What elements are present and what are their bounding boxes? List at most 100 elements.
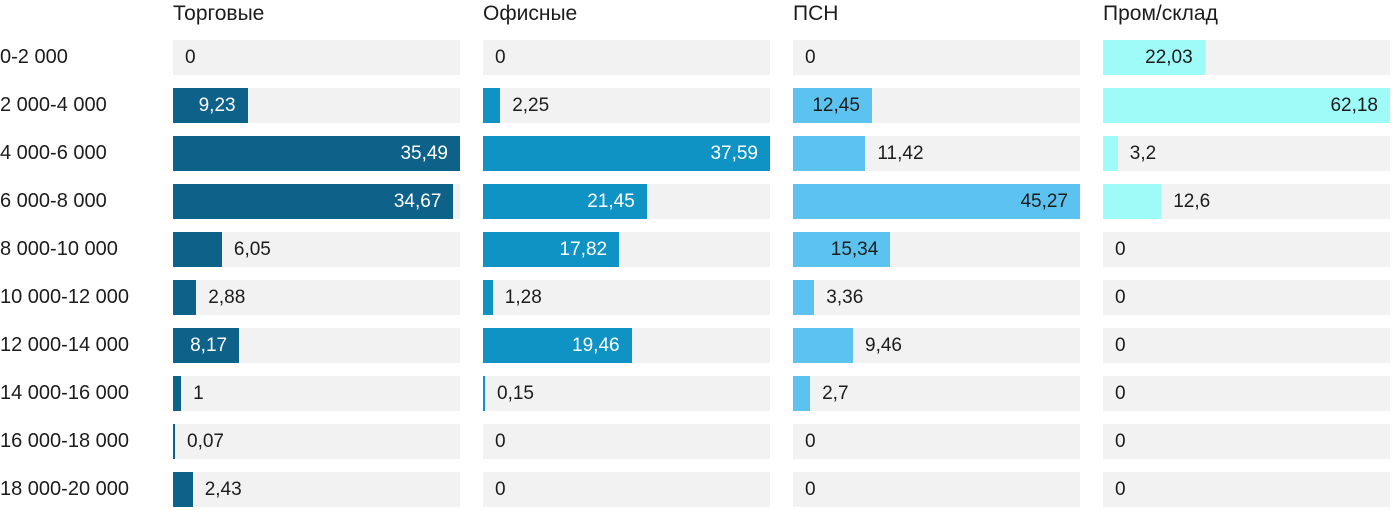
bar-track: 0 bbox=[483, 424, 770, 459]
bar-track: 9,23 bbox=[173, 88, 460, 123]
row-label: 6 000-8 000 bbox=[0, 190, 107, 212]
bar-track: 2,88 bbox=[173, 280, 460, 315]
bar: 15,34 bbox=[793, 232, 891, 267]
row-label: 10 000-12 000 bbox=[0, 286, 130, 308]
bar-track: 0 bbox=[483, 472, 770, 507]
bar: 35,49 bbox=[173, 136, 460, 171]
bar-track: 1 bbox=[173, 376, 460, 411]
bar-value-label: 0 bbox=[1115, 286, 1126, 308]
bar-value-label: 34,67 bbox=[393, 190, 442, 212]
bar-track: 0 bbox=[1103, 424, 1390, 459]
bar-value-label: 12,45 bbox=[812, 94, 860, 116]
bar-value-label: 0 bbox=[495, 46, 506, 68]
bar-track: 11,42 bbox=[793, 136, 1080, 171]
bar bbox=[483, 88, 501, 123]
bar-track: 0 bbox=[1103, 376, 1390, 411]
bar-track: 19,46 bbox=[483, 328, 770, 363]
bar-value-label: 2,25 bbox=[512, 94, 550, 116]
bar: 21,45 bbox=[483, 184, 647, 219]
bar bbox=[793, 136, 866, 171]
bar-value-label: 0 bbox=[1115, 334, 1126, 356]
bar: 12,45 bbox=[793, 88, 872, 123]
bar-track: 0 bbox=[1103, 328, 1390, 363]
bar-value-label: 1 bbox=[193, 382, 204, 404]
bar-value-label: 0 bbox=[1115, 478, 1126, 500]
bar bbox=[173, 376, 182, 411]
bar-value-label: 12,6 bbox=[1173, 190, 1211, 212]
bar-track: 17,82 bbox=[483, 232, 770, 267]
bar-track: 0 bbox=[793, 472, 1080, 507]
column-header-ofisnye: Офисные bbox=[483, 2, 578, 25]
row-label: 4 000-6 000 bbox=[0, 142, 107, 164]
bar-value-label: 0 bbox=[495, 430, 506, 452]
bar-value-label: 62,18 bbox=[1330, 94, 1378, 116]
bar: 45,27 bbox=[793, 184, 1080, 219]
bar-value-label: 19,46 bbox=[572, 334, 620, 356]
bar-track: 0 bbox=[483, 40, 770, 75]
bar bbox=[793, 280, 815, 315]
bar-track: 1,28 bbox=[483, 280, 770, 315]
bar-value-label: 0 bbox=[495, 478, 506, 500]
bar-value-label: 3,36 bbox=[826, 286, 864, 308]
bar-value-label: 2,43 bbox=[204, 478, 242, 500]
bar-track: 21,45 bbox=[483, 184, 770, 219]
bar-value-label: 0 bbox=[1115, 382, 1126, 404]
bar-value-label: 8,17 bbox=[190, 334, 228, 356]
bar: 62,18 bbox=[1103, 88, 1390, 123]
bar-track: 0,15 bbox=[483, 376, 770, 411]
bar-value-label: 1,28 bbox=[504, 286, 542, 308]
bar-value-label: 0 bbox=[805, 430, 816, 452]
grid-corner-spacer bbox=[0, 1, 150, 27]
bar-track: 2,43 bbox=[173, 472, 460, 507]
bar-value-label: 11,42 bbox=[877, 142, 924, 164]
bar-track: 3,36 bbox=[793, 280, 1080, 315]
bar-value-label: 0,07 bbox=[187, 430, 224, 452]
row-label: 2 000-4 000 bbox=[0, 94, 107, 116]
row-label: 14 000-16 000 bbox=[0, 382, 130, 404]
bar-track: 3,2 bbox=[1103, 136, 1390, 171]
bar-track: 15,34 bbox=[793, 232, 1080, 267]
bar-value-label: 2,7 bbox=[822, 382, 849, 404]
bar-track: 0 bbox=[173, 40, 460, 75]
bar-value-label: 0 bbox=[1115, 430, 1126, 452]
bar-track: 0 bbox=[793, 424, 1080, 459]
bar bbox=[173, 424, 175, 459]
bar-track: 2,25 bbox=[483, 88, 770, 123]
bar bbox=[793, 328, 853, 363]
row-label: 12 000-14 000 bbox=[0, 334, 130, 356]
bar-track: 35,49 bbox=[173, 136, 460, 171]
bar-value-label: 21,45 bbox=[587, 190, 635, 212]
bar: 19,46 bbox=[483, 328, 632, 363]
bar-value-label: 22,03 bbox=[1145, 46, 1193, 68]
bar bbox=[793, 376, 811, 411]
bar-track: 62,18 bbox=[1103, 88, 1390, 123]
bar bbox=[1103, 184, 1162, 219]
bar: 22,03 bbox=[1103, 40, 1205, 75]
bar-value-label: 3,2 bbox=[1129, 142, 1157, 164]
bar-value-label: 0 bbox=[805, 46, 816, 68]
bar-track: 8,17 bbox=[173, 328, 460, 363]
column-header-prom-sklad: Пром/склад bbox=[1103, 2, 1218, 25]
bar-track: 12,6 bbox=[1103, 184, 1390, 219]
row-label: 16 000-18 000 bbox=[0, 430, 130, 452]
bar-track: 0 bbox=[1103, 472, 1390, 507]
bar-track: 45,27 bbox=[793, 184, 1080, 219]
bar-value-label: 0 bbox=[805, 478, 816, 500]
bar-track: 34,67 bbox=[173, 184, 460, 219]
bar-track: 0 bbox=[1103, 232, 1390, 267]
bar-value-label: 2,88 bbox=[208, 286, 246, 308]
bar-value-label: 0 bbox=[1115, 238, 1126, 260]
bar-value-label: 9,23 bbox=[198, 94, 236, 116]
bar-value-label: 35,49 bbox=[400, 142, 448, 164]
row-label: 8 000-10 000 bbox=[0, 238, 118, 260]
bar: 8,17 bbox=[173, 328, 240, 363]
bar-track: 0,07 bbox=[173, 424, 460, 459]
bar-value-label: 9,46 bbox=[865, 334, 902, 356]
bar-track: 6,05 bbox=[173, 232, 460, 267]
bar: 37,59 bbox=[483, 136, 770, 171]
bar bbox=[173, 280, 197, 315]
bar-track: 0 bbox=[1103, 280, 1390, 315]
bar-track: 22,03 bbox=[1103, 40, 1390, 75]
